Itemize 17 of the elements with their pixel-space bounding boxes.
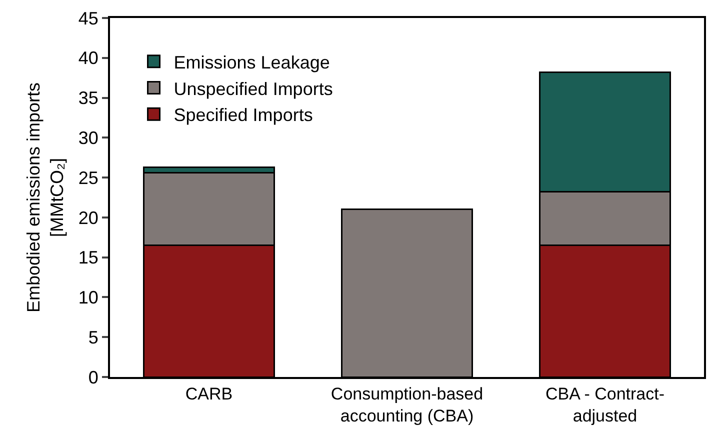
y-tick-label: 20 — [78, 208, 98, 228]
y-tick-label: 45 — [78, 8, 98, 28]
y-tick-label: 30 — [78, 128, 98, 148]
x-tick-label: Consumption-based accounting (CBA) — [330, 384, 484, 426]
y-tick-label: 40 — [78, 48, 98, 68]
y-tick-label: 35 — [78, 88, 98, 108]
y-tick-label: 0 — [88, 367, 98, 388]
x-tick-label: CBA - Contract- adjusted — [545, 384, 665, 426]
y-axis-title: Embodied emissions imports [MMtCO₂] — [24, 82, 68, 313]
legend-label: Emissions Leakage — [174, 52, 330, 72]
legend-label: Unspecified Imports — [174, 78, 333, 99]
y-tick-label: 5 — [88, 327, 98, 348]
legend-label: Specified Imports — [174, 105, 313, 126]
y-tick-label: 10 — [78, 288, 98, 308]
x-tick-label: CARB — [185, 384, 233, 404]
y-tick-label: 25 — [78, 168, 98, 188]
y-tick-label: 15 — [78, 248, 98, 268]
